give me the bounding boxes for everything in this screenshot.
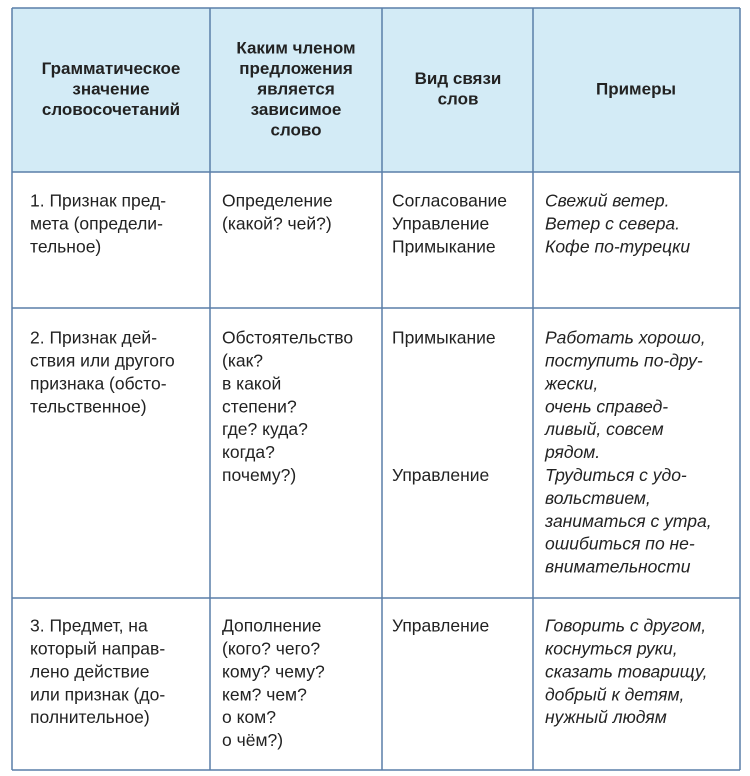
table-cell: Дополнение [222,616,321,636]
table-cell: Работать хорошо, [545,328,706,348]
table-cell: 2. Признак дей- [30,328,157,348]
table-cell: в какой [222,373,281,393]
table-cell: жески, [544,373,598,393]
table-cell: Трудиться с удо- [545,465,687,485]
table-cell: тельственное) [30,396,147,416]
table-cell: ошибиться по не- [545,534,695,554]
table-cell: (кого? чего? [222,639,320,659]
table-cell: рядом. [544,442,600,462]
table-cell: очень справед- [545,396,668,416]
table-cell: где? куда? [222,419,308,439]
header-cell: зависимое [251,100,342,119]
table-cell: тельное) [30,236,101,256]
table-cell: вольствием, [545,488,651,508]
table-cell: кому? чему? [222,661,325,681]
header-cell: предложения [239,59,353,78]
table-cell: о чём?) [222,730,283,750]
header-cell: Примеры [596,79,676,98]
table-cell: 1. Признак пред- [30,191,166,211]
header-cell: слово [270,120,321,139]
table-cell: нужный людям [545,707,667,727]
table-cell: когда? [222,442,275,462]
table-cell: Кофе по-турецки [545,236,690,256]
table-cell: ливый, совсем [544,419,664,439]
table-cell: степени? [222,396,297,416]
header-cell: значение [72,79,149,98]
table-cell: заниматься с утра, [544,511,712,531]
table-cell: Ветер с севера. [545,214,680,234]
table-cell: внимательности [545,557,691,577]
table-cell: коснуться руки, [545,639,678,659]
table-cell: Управление [392,616,489,636]
table-cell: Примыкание [392,328,496,348]
table-cell: добрый к детям, [545,684,684,704]
table-cell: Определение [222,191,333,211]
table-cell: Примыкание [392,236,496,256]
table-cell: Говорить с другом, [545,616,706,636]
header-cell: Каким членом [236,38,355,57]
table-cell: полнительное) [30,707,150,727]
table-cell: Управление [392,214,489,234]
table-cell: лено действие [30,661,150,681]
table-cell: ствия или другого [30,351,175,371]
table-cell: (как? [222,351,263,371]
header-cell: слов [438,90,479,109]
table-cell: который направ- [30,639,165,659]
table-cell: Свежий ветер. [545,191,669,211]
header-cell: словосочетаний [42,100,180,119]
table-cell: Согласование [392,191,507,211]
table-cell: Управление [392,465,489,485]
header-cell: Грамматическое [42,59,181,78]
table-cell: почему?) [222,465,296,485]
table-cell: мета (определи- [30,214,163,234]
table-cell: сказать товарищу, [545,661,707,681]
table-cell: 3. Предмет, на [30,616,148,636]
table-cell: кем? чем? [222,684,307,704]
header-cell: является [256,79,335,98]
table-cell: о ком? [222,707,276,727]
table-cell: поступить по-дру- [545,351,703,371]
header-cell: Вид связи [415,69,502,88]
table-cell: или признак (до- [30,684,165,704]
table-cell: признака (обсто- [30,373,167,393]
header-background [12,8,740,172]
table-cell: (какой? чей?) [222,214,332,234]
table-cell: Обстоятельство [222,328,353,348]
